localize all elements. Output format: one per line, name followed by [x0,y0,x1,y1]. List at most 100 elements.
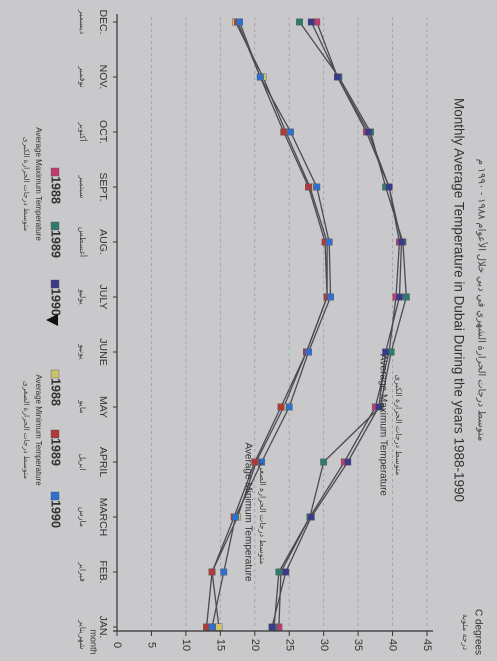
series-line-max-1990 [271,21,403,628]
data-point-max-1990 [398,238,405,246]
data-point-max-1989 [402,293,410,301]
value-tick-label: 35 [352,639,364,651]
legend-swatch-max-1990 [50,279,60,289]
data-point-min-1989 [251,458,259,466]
legend-title-min-arabic: متوسط درجات الحرارة الصغرى [22,381,31,479]
month-tick-label: MAY [97,396,109,418]
month-tick-label-arabic: يناير [78,619,87,634]
annotation-min-arabic: متوسط درجات الحرارة الصغرى [258,460,267,565]
month-axis-title-arabic: شهر [78,634,87,650]
legend-label-max-1988: 1988 [49,176,63,204]
month-tick-label: OCT. [97,120,109,144]
data-point-min-1990 [285,403,293,411]
value-tick-label: 40 [387,639,399,651]
data-point-max-1990 [307,18,315,26]
legend-swatch-min-1990 [50,491,60,501]
legend-divider-triangle-icon [46,314,58,326]
month-tick-label-arabic: أغسطس [78,227,89,257]
legend-label-min-1990: 1990 [49,500,63,528]
data-point-max-1990 [385,183,393,191]
value-tick-label: 15 [214,639,226,651]
data-point-max-1990 [365,128,372,136]
data-point-min-1990 [325,238,333,246]
data-point-min-1990 [236,18,244,26]
legend-swatch-max-1989 [50,221,60,231]
month-tick-label: NOV. [97,65,109,90]
data-point-min-1990 [305,348,312,356]
month-tick-label-arabic: ابريل [78,453,87,470]
month-tick-label: JAN. [97,616,109,639]
data-point-max-1989 [296,18,303,26]
value-tick-label: 45 [421,639,433,651]
legend-label-max-1989: 1989 [49,230,63,258]
data-point-min-1990 [208,623,216,631]
data-point-max-1990 [396,293,403,301]
value-tick-label: 25 [283,639,295,651]
legend-swatch-max-1988 [50,167,60,177]
month-tick-label-arabic: فبراير [78,561,87,582]
data-point-max-1989 [275,568,283,576]
month-tick-label: JULY [97,285,109,310]
month-tick-label-arabic: مارس [78,507,87,527]
legend-title-max: Average Maximum Temperature [34,127,43,241]
series-line-max-1988 [278,21,401,628]
month-tick-label: FEB. [97,560,109,583]
annotation-max-arabic: متوسط درجات الحرارة الكبرى [394,375,403,476]
data-point-max-1990 [282,568,290,576]
month-tick-label: SEPT. [97,172,109,201]
series-line-min-1988 [211,21,328,628]
series-line-max-1989 [273,21,407,628]
legend-swatch-min-1988 [50,369,60,379]
month-tick-label-arabic: أكتوبر [78,121,89,141]
series-line-min-1989 [205,21,328,628]
chart-title: Monthly Average Temperature in Dubai Dur… [451,98,466,502]
month-tick-label: AUG. [97,229,109,255]
data-point-min-1990 [327,293,334,301]
month-tick-label-arabic: ديسمبر [78,9,87,35]
data-point-min-1989 [280,128,288,136]
month-tick-label-arabic: نوفمبر [78,65,87,88]
value-tick-label: 30 [318,639,330,651]
annotation-min: Average Minimum Temperature [242,442,253,582]
month-tick-label-arabic: سبتمبر [78,175,87,199]
data-point-max-1990 [268,623,276,631]
value-axis-title: C degrees [472,609,483,655]
month-tick-label-arabic: مايو [78,399,87,413]
data-point-max-1990 [344,458,352,466]
month-axis-title: month [89,629,99,654]
month-tick-label: DEC. [97,9,109,34]
data-point-max-1990 [334,73,341,81]
value-tick-label: 0 [111,642,123,648]
data-point-min-1989 [277,403,285,411]
chart-title-arabic: متوسط درجات الحرارة الشهري في دبي خلال ا… [475,159,487,441]
value-tick-label: 5 [146,642,158,648]
data-point-max-1990 [375,403,383,411]
value-tick-label: 10 [180,639,192,651]
annotation-max: Average Maximum Temperature [377,354,388,496]
legend-title-min: Average Minimum Temperature [34,374,43,486]
legend-label-max-1990: 1990 [49,288,63,316]
series-line-min-1990 [211,21,332,628]
data-point-max-1990 [382,348,390,356]
data-point-min-1990 [258,458,266,466]
legend-label-min-1988: 1988 [49,378,63,406]
value-axis-title-arabic: درجة مئوية [461,614,470,651]
data-point-min-1990 [220,568,228,576]
data-point-min-1990 [313,183,321,191]
value-tick-label: 20 [249,639,261,651]
legend-label-min-1989: 1989 [49,438,63,466]
data-point-min-1990 [287,128,294,136]
data-point-max-1989 [320,458,328,466]
month-tick-label: JUNE [97,338,109,365]
data-point-min-1988 [215,623,223,631]
legend-title-max-arabic: متوسط درجات الحرارة الكبرى [22,137,31,232]
data-point-min-1990 [256,73,264,81]
month-tick-label: MARCH [97,498,109,537]
data-point-min-1989 [208,568,216,576]
legend-swatch-min-1989 [50,429,60,439]
data-point-min-1990 [232,513,239,521]
data-point-max-1990 [307,513,315,521]
data-point-min-1989 [305,183,312,191]
